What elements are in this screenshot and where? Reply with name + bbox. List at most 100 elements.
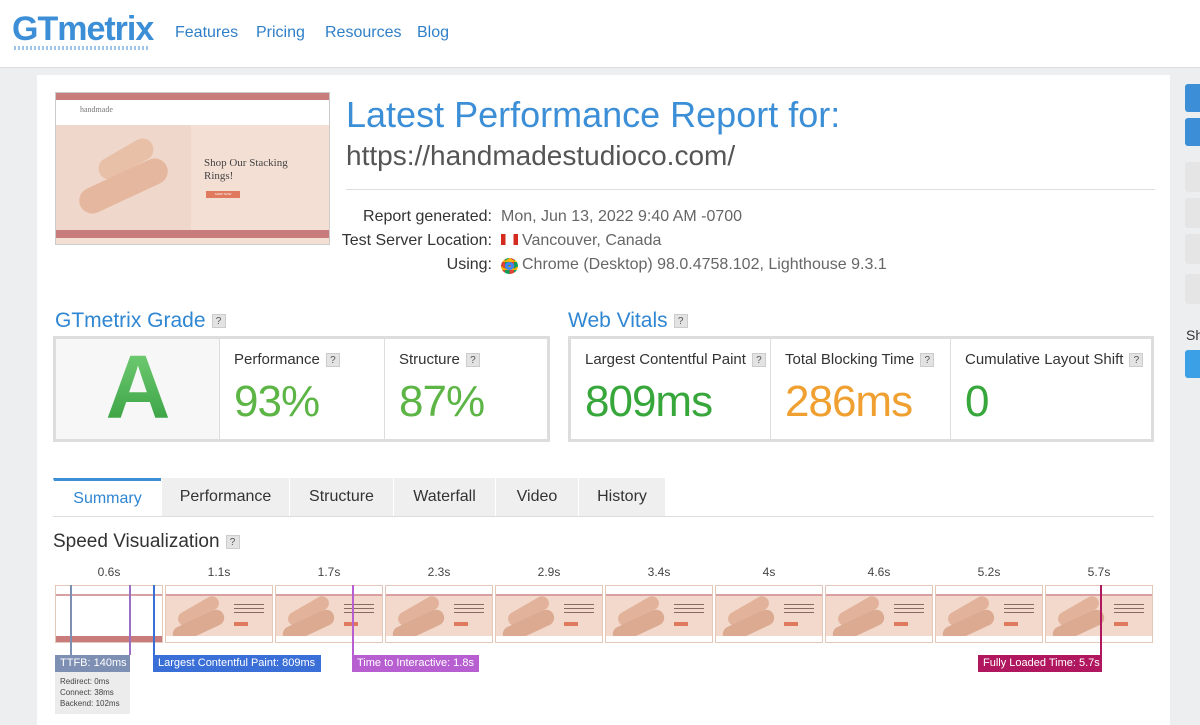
frame-header [166, 586, 272, 596]
frame-header [386, 586, 492, 596]
frame-footer [386, 636, 492, 642]
speed-title-text: Speed Visualization [53, 531, 220, 552]
filmstrip-frame [935, 585, 1043, 643]
help-icon[interactable]: ? [211, 314, 226, 329]
filmstrip-frame [495, 585, 603, 643]
side-button[interactable] [1185, 162, 1200, 192]
side-button[interactable] [1185, 234, 1200, 264]
frame-button [894, 622, 908, 626]
thumb-button: SHOP NOW [206, 191, 240, 198]
tab[interactable]: Waterfall [393, 478, 495, 516]
timing-marker: TTFB: 140ms [55, 655, 130, 672]
frame-text [564, 604, 594, 616]
frame-button [1004, 622, 1018, 626]
frame-time: 5.2s [977, 565, 1001, 579]
grade-letter: A [56, 337, 220, 440]
frame-footer [936, 636, 1042, 642]
timing-line [70, 585, 72, 655]
tab[interactable]: Structure [289, 478, 393, 516]
help-icon[interactable]: ? [920, 353, 935, 368]
frame-footer [826, 636, 932, 642]
thumb-brand: handmade [80, 105, 113, 114]
nav-link[interactable]: Blog [417, 24, 450, 41]
help-icon[interactable]: ? [325, 353, 340, 368]
page-thumbnail: handmade Shop Our Stacking Rings! SHOP N… [55, 92, 330, 245]
sidebar-label: Sh [1186, 327, 1200, 343]
twitter-button[interactable] [1185, 350, 1200, 378]
ttfb-item: Redirect: 0ms [60, 677, 110, 686]
help-icon[interactable]: ? [465, 353, 480, 368]
detail-value: Mon, Jun 13, 2022 9:40 AM -0700 [501, 208, 743, 225]
grade-box: A Performance? 93% Structure? 87% [53, 336, 550, 442]
help-icon[interactable]: ? [751, 353, 766, 368]
frame-text [894, 604, 924, 616]
logo[interactable]: GTmetrix [12, 10, 154, 48]
frame-time: 2.9s [537, 565, 561, 579]
detail-label: Report generated: [363, 208, 492, 225]
grade-metric: Structure? 87% [385, 339, 550, 439]
share-button[interactable] [1185, 84, 1200, 112]
share-button[interactable] [1185, 118, 1200, 146]
thumb-headline: Shop Our Stacking Rings! [204, 157, 288, 182]
timing-line [153, 585, 155, 655]
ttfb-item: Connect: 38ms [60, 688, 114, 697]
frame-header [936, 586, 1042, 596]
frame-header [1046, 586, 1152, 596]
ttfb-item: Backend: 102ms [60, 699, 120, 708]
timing-line [129, 585, 131, 655]
tab[interactable]: Summary [53, 478, 161, 516]
frame-header [716, 586, 822, 596]
frame-time: 2.3s [427, 565, 451, 579]
vitals-box: Largest Contentful Paint? 809ms Total Bloc… [568, 336, 1154, 442]
filmstrip-frame [825, 585, 933, 643]
nav-link[interactable]: Resources [325, 24, 402, 41]
detail-label: Using: [446, 256, 492, 273]
help-icon[interactable]: ? [225, 534, 240, 549]
speed-title: Speed Visualization? [53, 531, 240, 553]
metric-label: Cumulative Layout Shift? [965, 351, 1144, 368]
nav-link[interactable]: Pricing [256, 24, 305, 41]
metric-label: Structure? [399, 351, 480, 368]
side-button[interactable] [1185, 274, 1200, 304]
frame-text [674, 604, 704, 616]
frame-time: 1.1s [207, 565, 231, 579]
frame-time: 4s [762, 565, 776, 579]
frame-button [674, 622, 688, 626]
frame-footer [166, 636, 272, 642]
detail-value: Vancouver, Canada [522, 232, 662, 249]
frame-button [234, 622, 248, 626]
help-icon[interactable]: ? [1129, 353, 1144, 368]
frame-time: 4.6s [867, 565, 891, 579]
top-nav: GTmetrix Features Pricing Resources Blog [0, 0, 1200, 68]
frame-text [1114, 604, 1144, 616]
metric-value: 93% [234, 377, 320, 426]
report-url[interactable]: https://handmadestudioco.com/ [346, 140, 736, 171]
frame-time: 5.7s [1087, 565, 1111, 579]
tab[interactable]: Video [495, 478, 578, 516]
frame-footer [716, 636, 822, 642]
help-icon[interactable]: ? [673, 314, 688, 329]
vital-metric: Total Blocking Time? 286ms [771, 339, 951, 439]
detail-label: Test Server Location: [341, 232, 492, 249]
frame-header [496, 586, 602, 596]
metric-label: Largest Contentful Paint? [585, 351, 766, 368]
filmstrip-frame [715, 585, 823, 643]
metric-label: Total Blocking Time? [785, 351, 935, 368]
flag-icon [501, 234, 518, 245]
frame-text [234, 604, 264, 616]
tab-underline [53, 516, 1154, 517]
tab[interactable]: History [578, 478, 665, 516]
frame-header [276, 586, 382, 596]
frame-footer [1046, 636, 1152, 642]
metric-value: 87% [399, 377, 485, 426]
frame-footer [606, 636, 712, 642]
frame-time: 0.6s [97, 565, 121, 579]
ttfb-breakdown: Redirect: 0ms Connect: 38ms Backend: 102ms [55, 672, 130, 714]
vital-metric: Largest Contentful Paint? 809ms [571, 339, 771, 439]
nav-link[interactable]: Features [175, 24, 239, 41]
tab[interactable]: Performance [161, 478, 289, 516]
side-button[interactable] [1185, 198, 1200, 228]
frame-header [606, 586, 712, 596]
logo-underline [14, 46, 150, 50]
